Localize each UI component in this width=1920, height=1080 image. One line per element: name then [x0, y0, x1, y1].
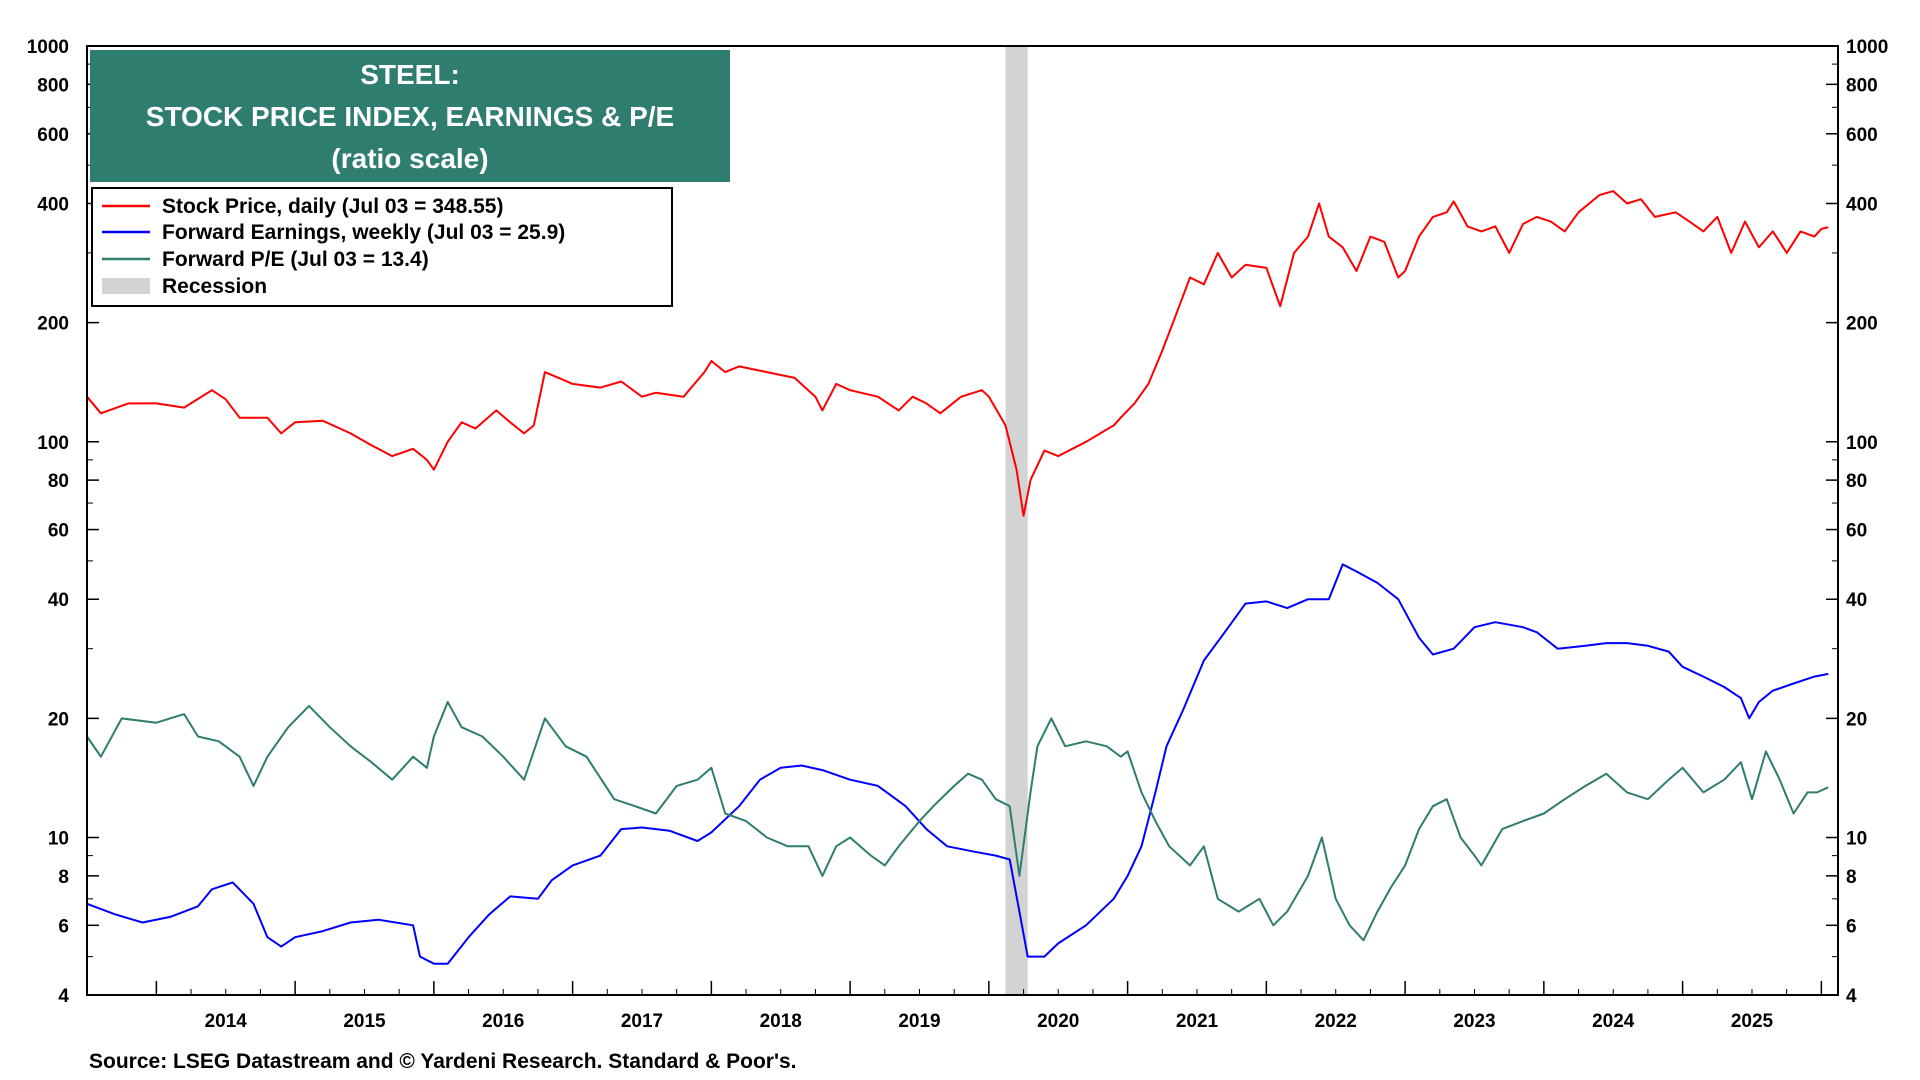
y-tick-label-right: 60	[1846, 521, 1867, 542]
y-tick-label-left: 1000	[27, 37, 69, 58]
y-tick-label-left: 4	[58, 986, 69, 1007]
series-line-forward-earnings	[86, 563, 1829, 965]
legend-label-recession: Recession	[162, 275, 267, 298]
x-tick-label: 2022	[1315, 1011, 1357, 1032]
x-tick-label: 2023	[1453, 1011, 1495, 1032]
title-line-1: STEEL:	[360, 59, 460, 90]
y-tick-label-left: 20	[48, 709, 69, 730]
y-tick-label-right: 20	[1846, 709, 1867, 730]
series-line-forward-pe	[86, 701, 1829, 942]
y-tick-label-left: 60	[48, 521, 69, 542]
y-tick-label-left: 200	[37, 314, 69, 335]
legend-label-stock-price: Stock Price, daily (Jul 03 = 348.55)	[162, 195, 503, 218]
y-tick-label-left: 10	[48, 829, 69, 850]
ticks-layer: 1000 1000 800 800 600 600 400 400 200 200 100 100 80…	[27, 37, 1889, 1032]
y-tick-label-right: 100	[1846, 433, 1878, 454]
legend-swatch-recession	[102, 278, 150, 294]
y-tick-label-left: 6	[58, 916, 69, 937]
y-tick-label-left: 80	[48, 471, 69, 492]
y-tick-label-right: 6	[1846, 916, 1857, 937]
source-note: Source: LSEG Datastream and © Yardeni Re…	[89, 1050, 797, 1073]
y-tick-label-left: 100	[37, 433, 69, 454]
x-tick-label: 2024	[1592, 1011, 1635, 1032]
y-tick-label-left: 400	[37, 194, 69, 215]
x-tick-label: 2021	[1176, 1011, 1219, 1032]
y-tick-label-right: 8	[1846, 867, 1857, 888]
x-tick-label: 2018	[760, 1011, 802, 1032]
legend-label-forward-pe: Forward P/E (Jul 03 = 13.4)	[162, 248, 429, 271]
plot-frame	[86, 45, 1839, 996]
y-tick-label-left: 600	[37, 125, 69, 146]
y-tick-label-right: 600	[1846, 125, 1878, 146]
y-tick-label-left: 40	[48, 590, 69, 611]
y-tick-label-right: 400	[1846, 194, 1878, 215]
y-tick-label-left: 800	[37, 75, 69, 96]
title-line-2: STOCK PRICE INDEX, EARNINGS & P/E	[146, 101, 674, 132]
legend-label-forward-earnings: Forward Earnings, weekly (Jul 03 = 25.9)	[162, 221, 565, 244]
recession-bar	[1005, 46, 1028, 995]
recession-band	[1005, 46, 1028, 995]
y-tick-label-right: 40	[1846, 590, 1867, 611]
series-line-stock-price	[86, 190, 1829, 517]
series-layer	[86, 190, 1829, 965]
title-box: STEEL: STOCK PRICE INDEX, EARNINGS & P/E…	[90, 50, 730, 182]
x-tick-label: 2025	[1731, 1011, 1774, 1032]
y-tick-label-right: 4	[1846, 986, 1857, 1007]
y-tick-label-right: 80	[1846, 471, 1867, 492]
y-tick-label-left: 8	[58, 867, 69, 888]
x-tick-label: 2019	[898, 1011, 940, 1032]
x-tick-label: 2014	[205, 1011, 248, 1032]
title-line-3: (ratio scale)	[331, 143, 488, 174]
y-tick-label-right: 200	[1846, 314, 1878, 335]
x-tick-label: 2016	[482, 1011, 524, 1032]
x-tick-label: 2020	[1037, 1011, 1079, 1032]
x-tick-label: 2017	[621, 1011, 663, 1032]
x-tick-label: 2015	[343, 1011, 386, 1032]
y-tick-label-right: 800	[1846, 75, 1878, 96]
y-tick-label-right: 1000	[1846, 37, 1888, 58]
legend: Stock Price, daily (Jul 03 = 348.55) For…	[91, 187, 673, 307]
y-tick-label-right: 10	[1846, 829, 1867, 850]
